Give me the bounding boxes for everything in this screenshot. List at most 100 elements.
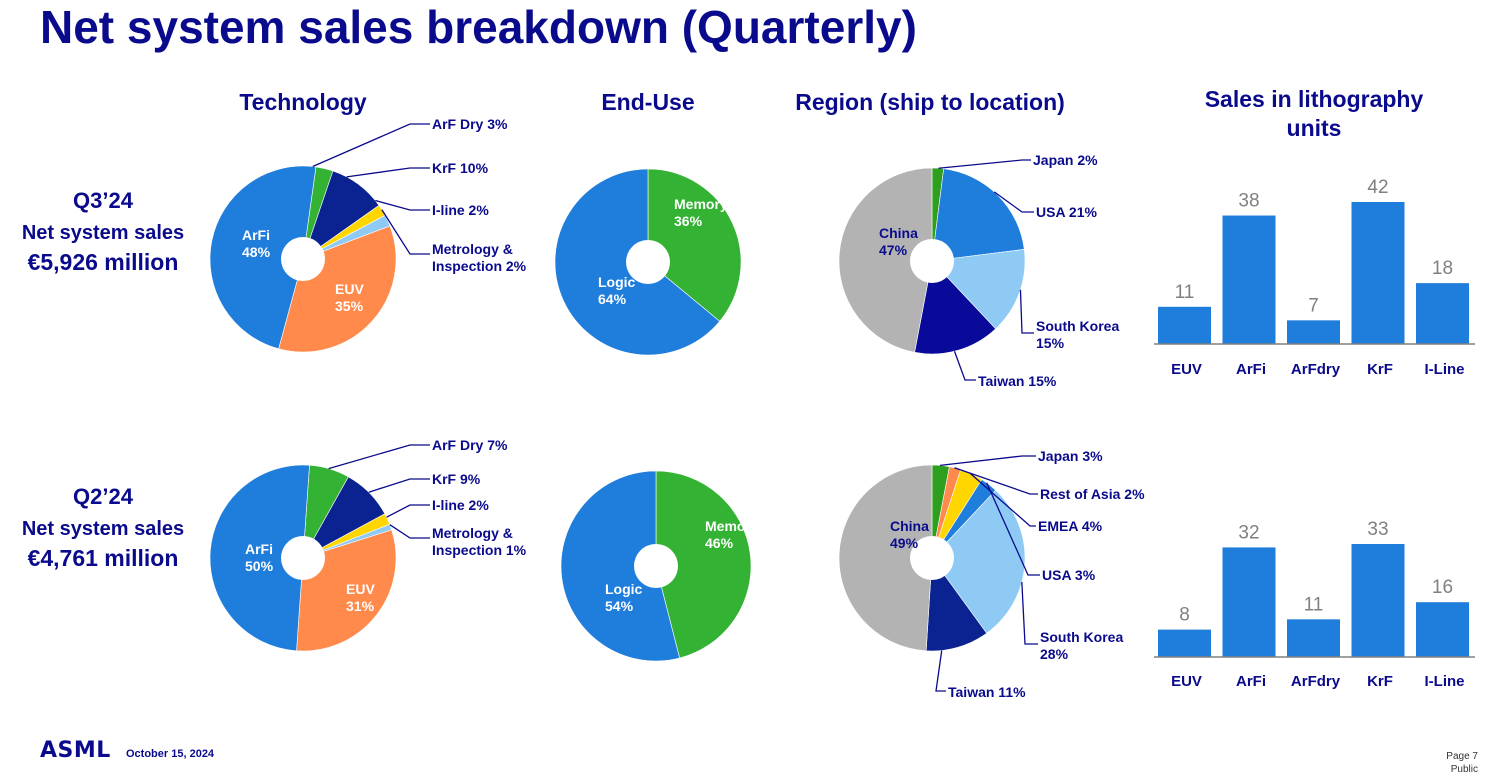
bar-value-label: 42 (1367, 177, 1388, 198)
pie-slice-memory (655, 470, 752, 659)
bar-euv (1158, 306, 1211, 344)
pie-slice-memory (647, 168, 742, 322)
slice-label-logic: Logic 64% (598, 274, 636, 307)
quarter-name: Q3’24 (73, 188, 133, 213)
section-heading-region: Region (ship to location) (795, 89, 1065, 115)
slice-label-metrology-inspection: Metrology & Inspection 2% (432, 241, 527, 274)
bar-value-label: 11 (1175, 282, 1195, 303)
bar-category-label: ArFdry (1291, 673, 1341, 690)
slice-label-i-line: I-line 2% (432, 497, 489, 513)
bar-value-label: 38 (1238, 191, 1259, 212)
bar-category-label: EUV (1171, 673, 1202, 690)
leader-line (953, 351, 976, 381)
pie-chart-technology-q2-24: ArF Dry 7% KrF 9% I-line 2% Metrology & Insp… (210, 437, 527, 652)
bar-chart-units-q2-24: 8 EUV 32 ArFi 11 ArFdry 33 KrF 16 I-Line (1154, 519, 1475, 690)
slice-label-euv: EUV 31% (346, 581, 375, 614)
leader-line (312, 123, 430, 168)
classification-label: Public (1450, 764, 1478, 775)
pie-slice-china (838, 464, 933, 652)
slice-label-memory: Memory 46% (705, 518, 759, 551)
bar-krf (1351, 544, 1405, 657)
bar-category-label: KrF (1367, 361, 1393, 378)
section-heading-units: Sales in lithography units (1204, 86, 1424, 141)
slice-label-south-korea: South Korea 28% (1040, 629, 1123, 662)
pie-slice-china (838, 167, 933, 353)
pie-slice-arfi (209, 165, 317, 350)
bar-category-label: KrF (1367, 673, 1393, 690)
bar-krf (1351, 202, 1405, 344)
bar-category-label: ArFi (1236, 361, 1266, 378)
slice-label-japan: Japan 2% (1033, 152, 1098, 168)
slice-label-rest-of-asia: Rest of Asia 2% (1040, 486, 1145, 502)
slice-label-i-line: I-line 2% (432, 202, 489, 218)
asml-logo: ASML (40, 738, 111, 763)
page-title: Net system sales breakdown (Quarterly) (40, 1, 917, 53)
slice-label-china: China 49% (890, 518, 929, 551)
pie-chart-region-ship-to-location-q3-24: Japan 2% USA 21% South Korea 15% Taiwan 15% C… (838, 152, 1119, 389)
pie-slice-south-korea (931, 489, 1026, 634)
slice-label-japan: Japan 3% (1038, 448, 1103, 464)
bar-category-label: ArFi (1236, 673, 1266, 690)
slice-label-taiwan: Taiwan 15% (978, 373, 1057, 389)
leader-line (935, 650, 946, 692)
donut-hole (634, 544, 678, 588)
footer-date: October 15, 2024 (126, 748, 215, 760)
slice-label-metrology-inspection: Metrology & Inspection 1% (432, 525, 527, 558)
net-sales-amount: €5,926 million (27, 249, 179, 275)
bar-value-label: 16 (1432, 577, 1453, 598)
slice-label-arf-dry: ArF Dry 3% (432, 116, 508, 132)
donut-hole (910, 239, 954, 283)
bar-euv (1158, 629, 1211, 657)
footer-page-info: Page 7 Public (1446, 750, 1478, 776)
section-heading-end-use: End-Use (601, 89, 695, 115)
bar-arfi (1222, 547, 1276, 657)
leader-line (375, 199, 430, 211)
leader-line (1021, 582, 1038, 645)
slice-label-memory: Memory 36% (674, 196, 728, 229)
leader-line (954, 467, 1038, 495)
slice-label-logic: Logic 54% (605, 581, 643, 614)
leader-line (389, 524, 430, 539)
leader-line (993, 191, 1034, 213)
leader-line (986, 482, 1040, 576)
bar-value-label: 33 (1367, 519, 1388, 540)
bar-value-label: 8 (1179, 605, 1190, 626)
slice-label-taiwan: Taiwan 11% (948, 684, 1026, 700)
bar-i-line (1416, 602, 1469, 657)
donut-hole (910, 536, 954, 580)
section-heading-technology: Technology (239, 89, 367, 115)
donut-hole (281, 237, 325, 281)
leader-line (1019, 289, 1034, 334)
leader-line (328, 444, 430, 470)
slice-label-arfi: ArFi 50% (245, 541, 274, 574)
quarter-label-q2: Q2’24 Net system sales €4,761 million (3, 484, 203, 572)
bar-category-label: ArFdry (1291, 361, 1341, 378)
pie-slice-arfi (210, 464, 310, 652)
net-sales-label: Net system sales (21, 222, 185, 244)
donut-hole (281, 536, 325, 580)
pie-chart-region-ship-to-location-q2-24: Japan 3% Rest of Asia 2% EMEA 4% USA 3% Sout… (838, 448, 1145, 700)
net-sales-label: Net system sales (21, 518, 185, 540)
slice-label-usa: USA 3% (1042, 567, 1096, 583)
slice-label-usa: USA 21% (1036, 204, 1098, 220)
bar-chart-units-q3-24: 11 EUV 38 ArFi 7 ArFdry 42 KrF 18 I-Line (1154, 177, 1475, 378)
pie-slice-taiwan (914, 260, 997, 355)
quarter-label-q3: Q3’24 Net system sales €5,926 million (3, 188, 203, 276)
leader-line (940, 455, 1036, 466)
leader-line (386, 504, 430, 518)
bar-value-label: 11 (1304, 594, 1324, 615)
slice-label-krf: KrF 10% (432, 160, 489, 176)
page-number: Page 7 (1446, 751, 1478, 762)
leader-line (346, 167, 430, 178)
bar-i-line (1416, 283, 1469, 344)
quarter-name: Q2’24 (73, 484, 133, 509)
slice-label-china: China 47% (879, 225, 918, 258)
pie-chart-end-use-q3-24: Memory 36% Logic 64% (554, 168, 742, 356)
slice-label-arf-dry: ArF Dry 7% (432, 437, 508, 453)
pie-chart-technology-q3-24: ArF Dry 3% KrF 10% I-line 2% Metrology & Ins… (209, 116, 527, 353)
bar-arfdry (1287, 619, 1340, 657)
slice-label-krf: KrF 9% (432, 471, 481, 487)
bar-value-label: 7 (1308, 295, 1319, 316)
slice-label-arfi: ArFi 48% (242, 227, 271, 260)
